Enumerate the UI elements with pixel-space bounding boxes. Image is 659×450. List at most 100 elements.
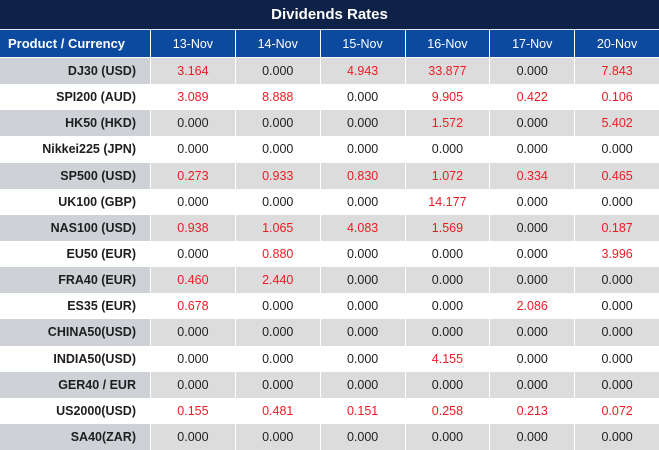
dividend-rate-value: 0.000 [150, 423, 235, 450]
product-label: GER40 / EUR [0, 371, 150, 398]
dividend-rate-value: 14.177 [404, 188, 490, 215]
dividend-rate-value: 0.000 [489, 319, 575, 346]
table-row: INDIA50(USD) 0.000 0.000 0.000 4.155 0.000 0.0… [0, 345, 659, 372]
dividend-rate-value: 1.572 [404, 110, 490, 137]
dividend-rate-value: 0.000 [234, 423, 320, 450]
column-header-date: 16-Nov [404, 30, 490, 57]
dividend-rate-value: 0.481 [234, 397, 320, 424]
dividend-rate-value: 0.000 [574, 319, 659, 346]
dividend-rate-value: 0.000 [234, 319, 320, 346]
dividend-rate-value: 0.000 [489, 371, 575, 398]
table-row: ES35 (EUR) 0.678 0.000 0.000 0.000 2.086 0.000 [0, 293, 659, 320]
dividend-rate-value: 0.000 [489, 267, 575, 294]
column-header-date: 13-Nov [150, 30, 235, 57]
product-label: SA40(ZAR) [0, 423, 150, 450]
dividend-rate-value: 0.000 [150, 345, 235, 372]
table-row: GER40 / EUR 0.000 0.000 0.000 0.000 0.000 0.00… [0, 371, 659, 398]
dividend-rate-value: 0.258 [404, 397, 490, 424]
product-label: NAS100 (USD) [0, 214, 150, 241]
dividend-rate-value: 0.000 [319, 423, 405, 450]
product-label: CHINA50(USD) [0, 319, 150, 346]
dividend-rate-value: 0.000 [404, 423, 490, 450]
product-label: ES35 (EUR) [67, 299, 136, 314]
dividend-rate-value: 0.151 [319, 397, 405, 424]
dividend-rate-value: 0.933 [234, 162, 320, 189]
dividend-rate-value: 0.000 [319, 267, 405, 294]
dividend-rate-value: 8.888 [234, 84, 320, 111]
column-header-date: 15-Nov [319, 30, 405, 57]
dividend-rate-value: 0.000 [574, 371, 659, 398]
dividend-rate-value: 4.943 [319, 58, 405, 85]
product-label: INDIA50(USD) [53, 351, 136, 366]
dividend-rate-value: 0.000 [319, 188, 405, 215]
product-label: EU50 (EUR) [66, 247, 136, 262]
dividend-rate-value: 0.000 [404, 371, 490, 398]
product-label: Nikkei225 (JPN) [42, 142, 136, 157]
dividend-rate-value: 0.000 [150, 319, 235, 346]
product-label: SP500 (USD) [0, 162, 150, 189]
dividend-rate-value: 0.000 [404, 240, 490, 268]
dividends-table-body: DJ30 (USD) 3.164 0.000 4.943 33.877 0.000 7.84… [0, 58, 659, 450]
dividend-rate-value: 0.000 [404, 319, 490, 346]
dividend-rate-value: 0.000 [489, 214, 575, 241]
dividend-rate-value: 0.678 [150, 293, 235, 320]
dividend-rate-value: 0.000 [489, 188, 574, 215]
dividend-rate-value: 4.083 [319, 214, 405, 241]
dividend-rate-value: 0.000 [234, 110, 320, 137]
table-row: Nikkei225 (JPN) 0.000 0.000 0.000 0.000 0.000… [0, 136, 659, 163]
dividend-rate-value: 0.000 [489, 136, 574, 163]
dividend-rate-value: 0.000 [574, 345, 659, 372]
dividend-rate-value: 0.000 [234, 345, 320, 372]
dividend-rate-value: 0.000 [319, 240, 405, 268]
page-title: Dividends Rates [0, 0, 659, 30]
dividend-rate-value: 0.000 [150, 110, 235, 137]
dividend-rate-value: 0.000 [489, 240, 574, 268]
dividend-rate-value: 0.334 [489, 162, 575, 189]
dividend-rate-value: 2.440 [234, 267, 320, 294]
dividend-rate-value: 0.000 [319, 110, 405, 137]
dividend-rate-value: 0.422 [489, 84, 574, 111]
dividend-rate-value: 0.000 [489, 423, 575, 450]
dividend-rate-value: 0.000 [404, 293, 490, 320]
table-row: FRA40 (EUR) 0.460 2.440 0.000 0.000 0.000 0.00… [0, 267, 659, 294]
column-header-product-currency: Product / Currency [8, 36, 126, 51]
dividend-rate-value: 0.000 [150, 371, 235, 398]
dividend-rate-value: 0.000 [319, 319, 405, 346]
dividend-rate-value: 0.000 [234, 188, 320, 215]
dividend-rate-value: 0.000 [234, 293, 320, 320]
table-row: EU50 (EUR) 0.000 0.880 0.000 0.000 0.000 3.996 [0, 240, 659, 268]
product-label: SPI200 (AUD) [56, 90, 136, 105]
dividend-rate-value: 3.996 [574, 240, 659, 268]
dividend-rate-value: 0.273 [150, 162, 235, 189]
dividend-rate-value: 0.000 [319, 136, 405, 163]
dividend-rate-value: 0.000 [150, 136, 235, 163]
dividend-rate-value: 0.460 [150, 267, 235, 294]
table-row: SP500 (USD) 0.273 0.933 0.830 1.072 0.334 0.46… [0, 162, 659, 189]
dividend-rate-value: 0.000 [574, 136, 659, 163]
dividend-rate-value: 0.000 [574, 267, 659, 294]
dividend-rate-value: 2.086 [489, 293, 574, 320]
dividend-rate-value: 0.000 [489, 58, 575, 85]
dividend-rate-value: 0.106 [574, 84, 659, 111]
table-row: UK100 (GBP) 0.000 0.000 0.000 14.177 0.000 0.0… [0, 188, 659, 215]
dividend-rate-value: 0.000 [234, 371, 320, 398]
dividend-rate-value: 0.830 [319, 162, 405, 189]
product-label: DJ30 (USD) [0, 58, 150, 85]
column-header-date: 14-Nov [234, 30, 320, 57]
table-row: NAS100 (USD) 0.938 1.065 4.083 1.569 0.000 0.1… [0, 214, 659, 241]
table-row: CHINA50(USD) 0.000 0.000 0.000 0.000 0.000 0.0… [0, 319, 659, 346]
dividend-rate-value: 3.164 [150, 58, 235, 85]
dividend-rate-value: 0.880 [234, 240, 320, 268]
dividend-rate-value: 0.000 [150, 240, 235, 268]
dividend-rate-value: 0.000 [234, 136, 320, 163]
dividend-rate-value: 0.000 [574, 423, 659, 450]
dividend-rate-value: 1.072 [404, 162, 490, 189]
dividend-rate-value: 1.065 [234, 214, 320, 241]
dividend-rate-value: 5.402 [574, 110, 659, 137]
dividend-rate-value: 0.000 [404, 136, 490, 163]
product-label: FRA40 (EUR) [0, 267, 150, 294]
table-row: SA40(ZAR) 0.000 0.000 0.000 0.000 0.000 0.000 [0, 423, 659, 450]
column-header-date: 20-Nov [574, 30, 659, 57]
dividend-rate-value: 0.000 [489, 110, 575, 137]
